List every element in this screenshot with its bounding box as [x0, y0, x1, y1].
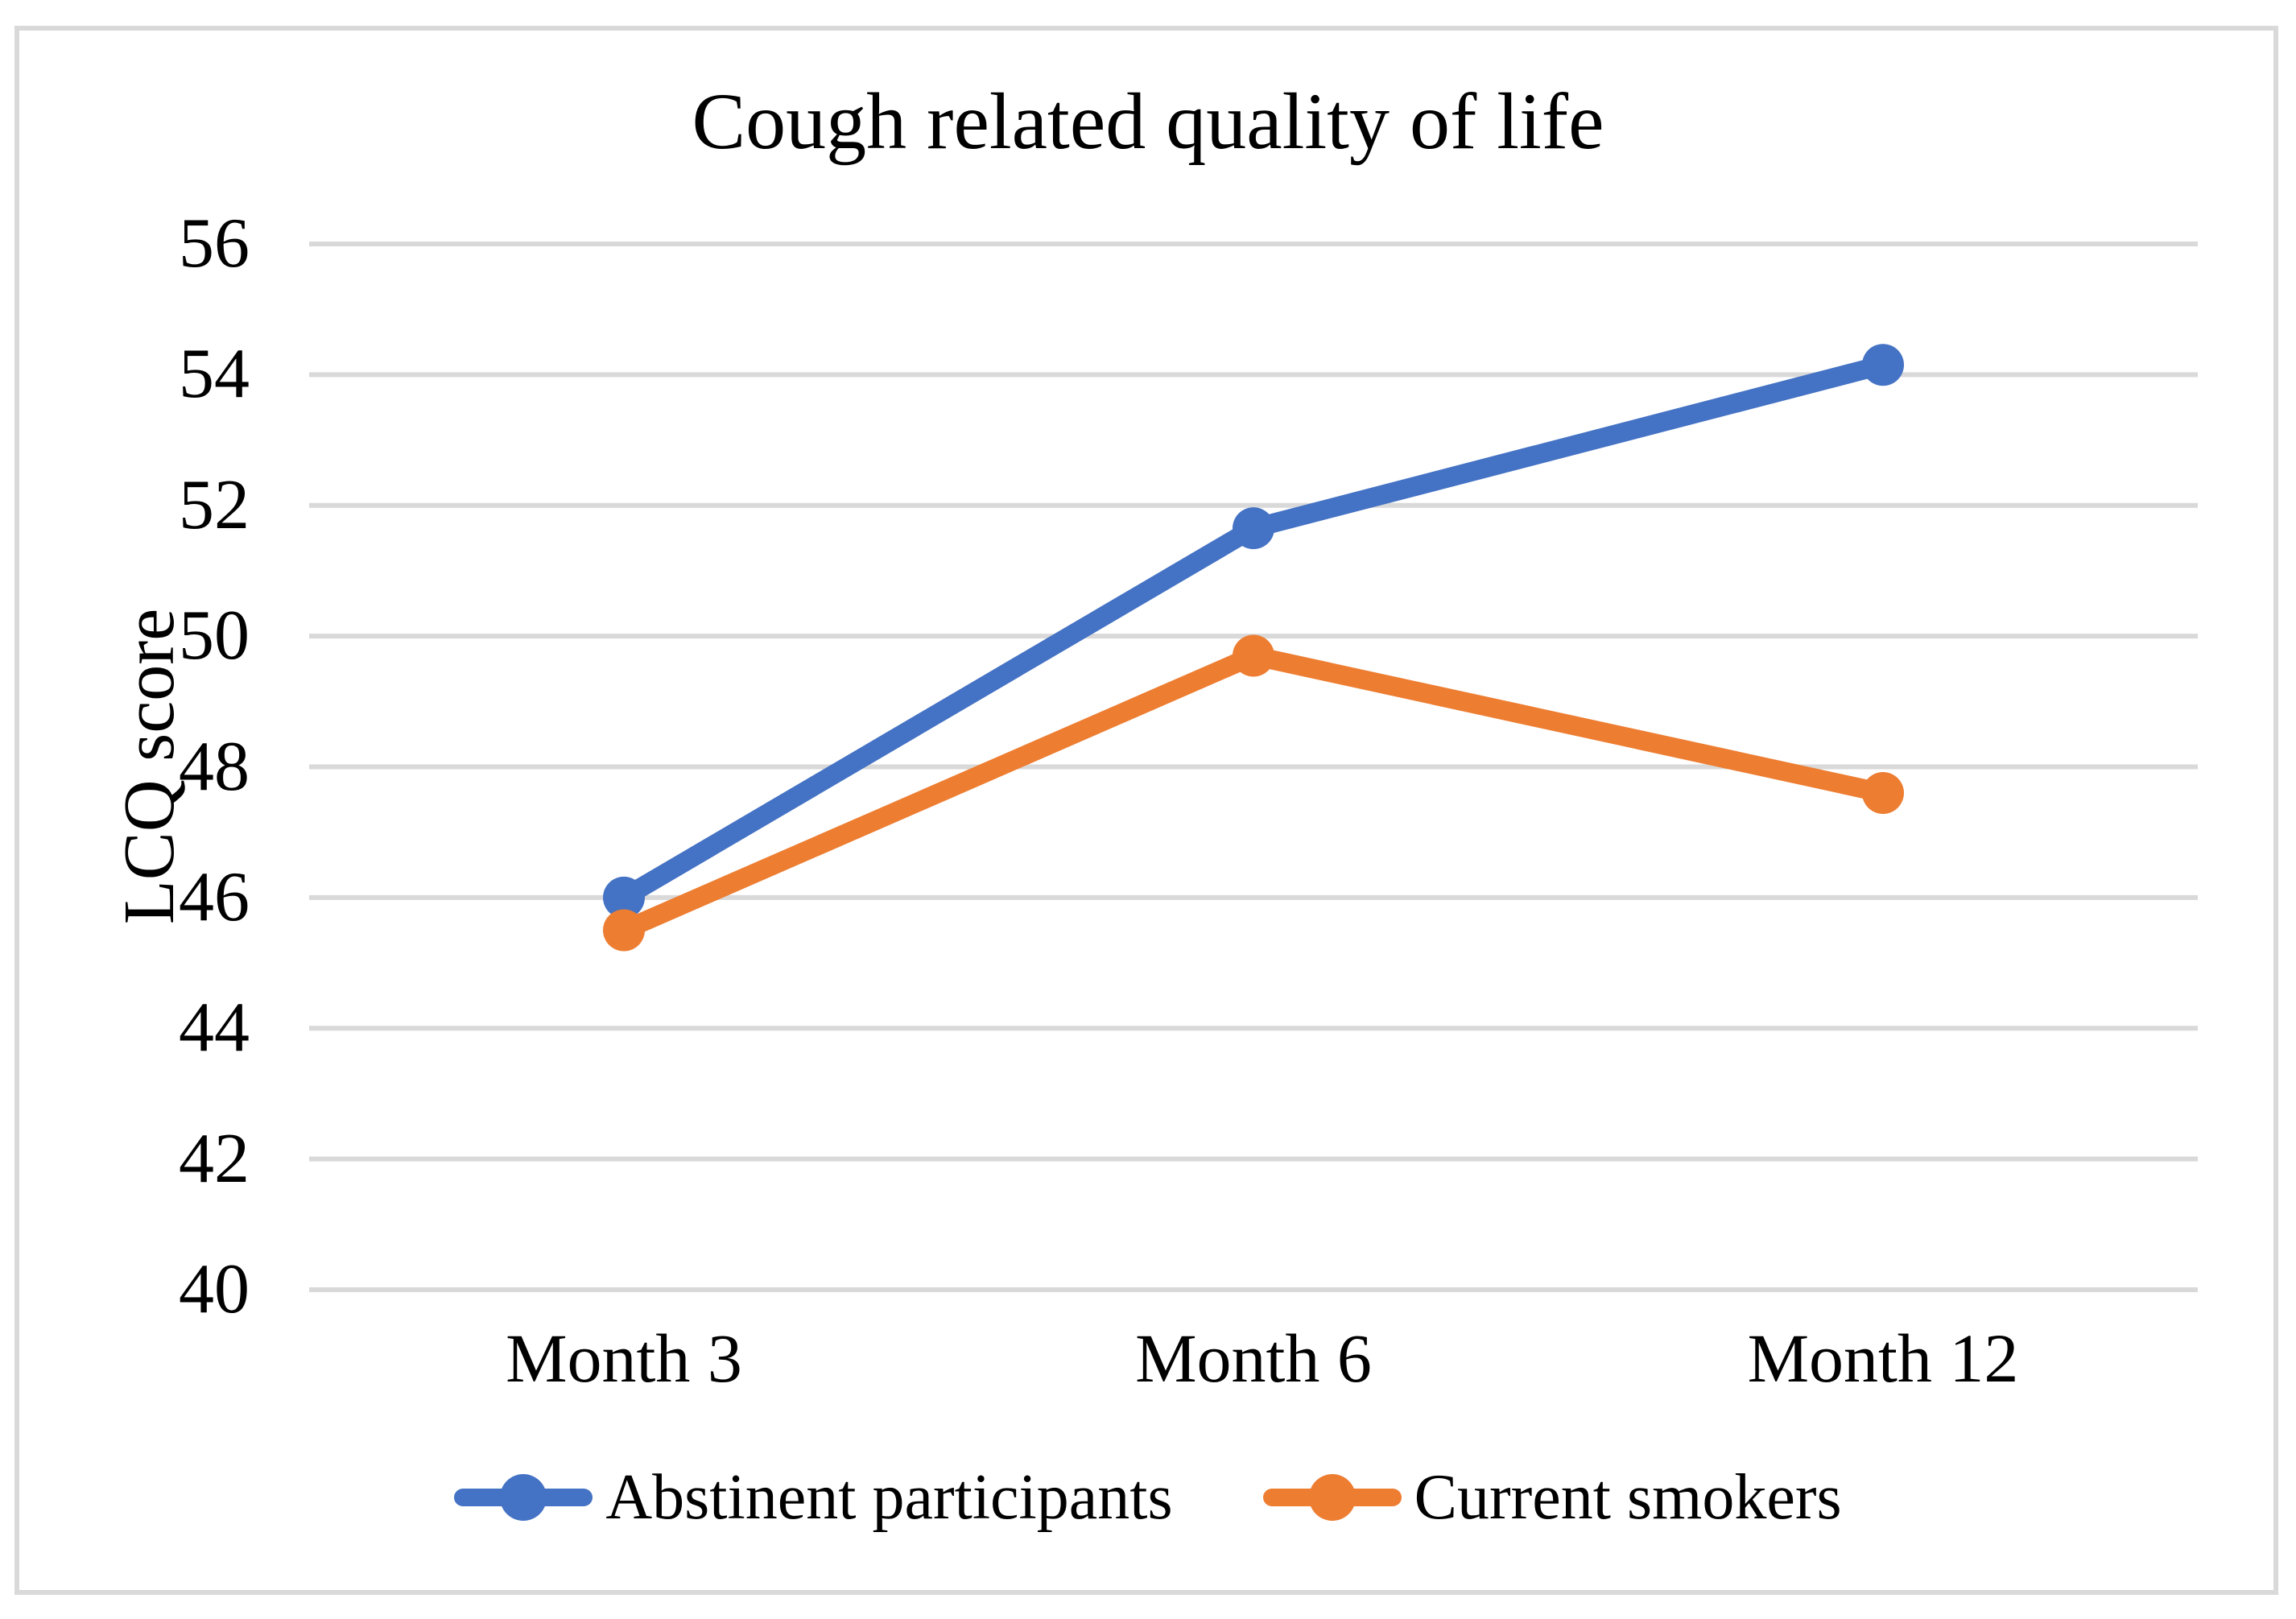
data-point-marker	[603, 876, 645, 919]
y-tick-label-48: 48	[179, 727, 250, 806]
y-tick-label-54: 54	[179, 335, 250, 414]
y-tick-label-40: 40	[179, 1250, 250, 1328]
legend-marker-abstinent-icon	[454, 1472, 593, 1523]
x-category-label-1: Month 3	[506, 1320, 742, 1397]
x-category-label-2: Month 6	[1135, 1320, 1372, 1397]
y-tick-label-42: 42	[179, 1119, 250, 1198]
legend: Abstinent participants Current smokers	[0, 1445, 2296, 1550]
y-tick-label-52: 52	[179, 465, 250, 544]
series-line-0	[614, 355, 1893, 907]
y-tick-label-44: 44	[179, 989, 250, 1068]
x-category-label-3: Month 12	[1747, 1320, 2019, 1397]
legend-label-abstinent: Abstinent participants	[605, 1462, 1173, 1533]
data-point-marker	[1233, 634, 1274, 677]
data-point-marker	[1233, 507, 1274, 550]
data-point-marker	[603, 909, 645, 952]
legend-marker-smokers-icon	[1262, 1472, 1402, 1523]
y-tick-label-50: 50	[179, 597, 250, 675]
legend-label-smokers: Current smokers	[1414, 1462, 1842, 1533]
legend-item-abstinent-participants: Abstinent participants	[454, 1462, 1173, 1533]
chart-title: Cough related quality of life	[692, 76, 1604, 166]
y-tick-label-56: 56	[179, 204, 250, 283]
data-point-marker	[1862, 771, 1904, 814]
legend-item-current-smokers: Current smokers	[1262, 1462, 1842, 1533]
y-tick-label-46: 46	[179, 857, 250, 936]
data-point-marker	[1862, 344, 1904, 386]
